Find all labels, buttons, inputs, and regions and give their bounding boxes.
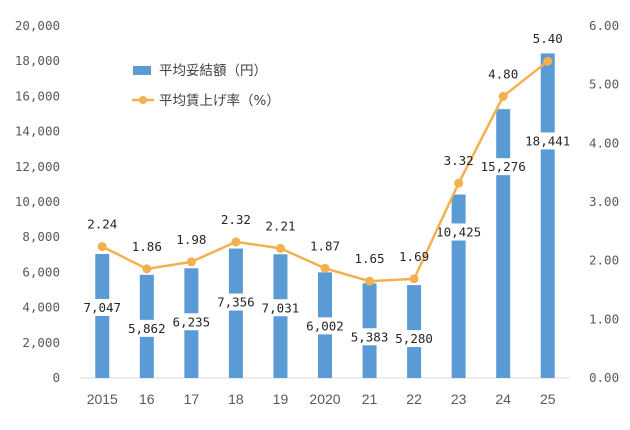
- line-point: [231, 237, 241, 247]
- bar-value-label: 6,002: [306, 318, 344, 333]
- bar-value-label: 18,441: [525, 133, 570, 148]
- bar-label-backdrop: [348, 328, 391, 346]
- left-axis-tick-label: 8,000: [22, 229, 60, 244]
- bar: [451, 194, 466, 378]
- bar-value-label: 7,047: [83, 300, 121, 315]
- line-series: [97, 56, 553, 286]
- right-axis-tick-label: 4.00: [589, 135, 619, 150]
- line-value-label: 2.24: [87, 217, 117, 232]
- line-point: [498, 91, 508, 101]
- line-point: [275, 243, 285, 253]
- right-axis-tick-label: 2.00: [589, 253, 619, 268]
- left-axis-tick-label: 16,000: [15, 88, 60, 103]
- line-point: [543, 56, 553, 66]
- right-axis-tick-label: 1.00: [589, 311, 619, 326]
- left-axis-tick-label: 14,000: [15, 124, 60, 139]
- line-point: [142, 264, 152, 274]
- legend-line-marker: [139, 96, 147, 104]
- line-point: [454, 178, 464, 188]
- bar: [95, 253, 110, 378]
- bar-label-backdrop: [259, 299, 302, 317]
- left-axis-tick-label: 2,000: [22, 335, 60, 350]
- line-value-label: 1.98: [176, 232, 206, 247]
- legend: 平均妥結額（円） 平均賃上げ率（%）: [132, 63, 280, 109]
- legend-bar-label: 平均妥結額（円）: [159, 63, 267, 79]
- x-axis-tick-label: 18: [228, 391, 244, 407]
- x-axis-tick-label: 2020: [309, 391, 340, 407]
- bar: [228, 248, 243, 378]
- left-axis-tick-label: 18,000: [15, 53, 60, 68]
- right-axis-tick-label: 5.00: [589, 77, 619, 92]
- line-value-label: 1.65: [354, 251, 384, 266]
- line-value-label: 5.40: [533, 31, 563, 46]
- left-axis-tick-label: 6,000: [22, 264, 60, 279]
- left-axis-tick-label: 20,000: [15, 18, 60, 33]
- x-axis-tick-label: 21: [362, 391, 378, 407]
- x-axis-tick-label: 22: [406, 391, 422, 407]
- x-axis-tick-label: 17: [184, 391, 200, 407]
- line-value-label: 3.32: [444, 153, 474, 168]
- line-value-label: 4.80: [488, 66, 518, 81]
- line-point: [320, 263, 330, 273]
- line-point: [97, 242, 107, 252]
- bar-label-backdrop: [433, 223, 484, 241]
- bar-label-backdrop: [214, 293, 257, 311]
- right-axis-tick-label: 0.00: [589, 370, 619, 385]
- line-value-label: 1.87: [310, 238, 340, 253]
- x-axis-tick-label: 25: [540, 391, 556, 407]
- bar-value-label: 5,383: [351, 329, 389, 344]
- x-axis-tick-label: 23: [451, 391, 467, 407]
- bar-label-backdrop: [478, 158, 528, 176]
- legend-line-label: 平均賃上げ率（%）: [159, 92, 280, 109]
- left-axis-tick-label: 4,000: [22, 300, 60, 315]
- bar-value-label: 5,862: [128, 321, 166, 336]
- left-axis-tick-label: 10,000: [15, 194, 60, 209]
- line-value-label: 2.32: [221, 212, 251, 227]
- right-axis-tick-label: 6.00: [589, 18, 619, 33]
- bar: [540, 53, 555, 378]
- line-point: [186, 257, 196, 267]
- bar: [496, 109, 511, 379]
- bar-value-label: 15,276: [481, 159, 526, 174]
- x-axis-tick-label: 2015: [87, 391, 118, 407]
- bar-label-backdrop: [304, 317, 346, 335]
- axes: 0 2,000 4,000 6,000 8,000 10,000 12,000 14,000 1…: [15, 18, 619, 407]
- x-axis-tick-label: 19: [273, 391, 289, 407]
- bar-label-backdrop: [393, 330, 436, 348]
- legend-bar-swatch: [133, 66, 151, 75]
- bar-label-backdrop: [125, 319, 168, 337]
- bar-label-backdrop: [522, 132, 573, 150]
- line-value-label: 1.69: [399, 249, 429, 264]
- line-point: [365, 276, 375, 286]
- x-axis-tick-label: 16: [139, 391, 155, 407]
- bar-label-backdrop: [170, 313, 213, 331]
- bar-value-label: 10,425: [436, 225, 481, 240]
- x-axis-tick-label: 24: [495, 391, 511, 407]
- bar-value-labels: 7,047 5,862 6,235 7,356 7,031 6,002 5,383 5,280…: [81, 132, 573, 348]
- right-axis-tick-label: 3.00: [589, 194, 619, 209]
- bar-value-label: 7,356: [217, 295, 255, 310]
- line-value-labels: 2.24 1.86 1.98 2.32 2.21 1.87 1.65 1.69 3.32 4.80…: [87, 31, 563, 266]
- line-point: [409, 274, 419, 284]
- bar-label-backdrop: [81, 298, 124, 316]
- bar-value-label: 7,031: [262, 300, 300, 315]
- line-value-label: 2.21: [265, 218, 295, 233]
- left-axis-tick-label: 0: [52, 370, 60, 385]
- bar-value-label: 5,280: [395, 331, 433, 346]
- left-axis-tick-label: 12,000: [15, 159, 60, 174]
- line-value-label: 1.86: [132, 239, 162, 254]
- bar-value-label: 6,235: [173, 314, 211, 329]
